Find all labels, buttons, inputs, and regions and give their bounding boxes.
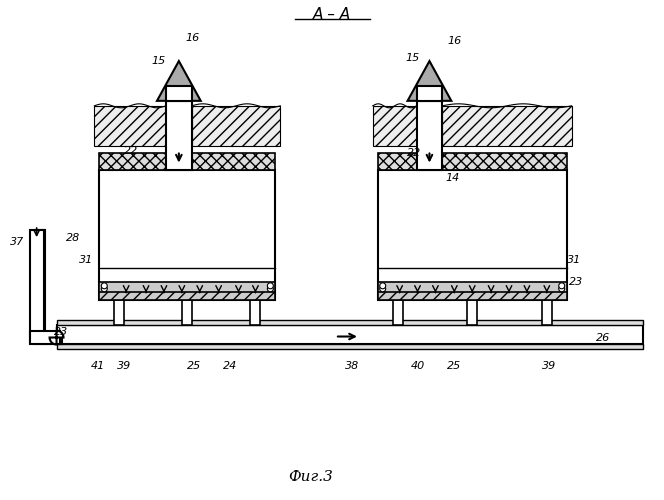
Bar	[442, 106, 572, 146]
Circle shape	[558, 286, 564, 292]
Bar	[392, 300, 402, 324]
Polygon shape	[157, 61, 201, 101]
Bar	[378, 152, 566, 170]
Text: 15: 15	[152, 56, 166, 66]
Bar	[100, 152, 276, 170]
Circle shape	[102, 286, 108, 292]
Text: 16: 16	[447, 36, 461, 46]
Bar	[56, 324, 643, 344]
Text: 23: 23	[54, 326, 68, 336]
Circle shape	[380, 283, 386, 289]
Bar	[416, 101, 442, 170]
Circle shape	[558, 283, 564, 289]
Text: 38: 38	[345, 362, 359, 372]
Text: 39: 39	[542, 362, 556, 372]
Text: 37: 37	[10, 237, 24, 247]
Text: 23: 23	[568, 277, 583, 287]
Bar	[30, 230, 44, 342]
Bar	[114, 300, 124, 324]
Text: 24: 24	[224, 362, 238, 372]
Circle shape	[268, 286, 274, 292]
Wedge shape	[50, 330, 64, 344]
Bar	[373, 106, 416, 146]
Bar	[378, 292, 566, 300]
Text: 26: 26	[596, 332, 611, 342]
Text: 22: 22	[408, 148, 422, 158]
Text: 40: 40	[410, 362, 425, 372]
Circle shape	[102, 283, 108, 289]
Text: Фиг.3: Фиг.3	[288, 470, 333, 484]
Bar	[542, 300, 552, 324]
Bar	[35, 230, 44, 342]
Circle shape	[268, 283, 274, 289]
Text: 22: 22	[124, 146, 138, 156]
Bar	[416, 86, 442, 101]
Bar	[94, 106, 166, 146]
Bar	[378, 170, 566, 300]
Bar	[35, 334, 62, 344]
Text: 16: 16	[186, 33, 200, 43]
Bar	[250, 300, 260, 324]
Bar	[100, 282, 276, 293]
Text: 39: 39	[117, 362, 131, 372]
Text: 28: 28	[66, 233, 80, 243]
Bar	[192, 106, 280, 146]
Circle shape	[380, 286, 386, 292]
Bar	[378, 282, 566, 293]
Text: 31: 31	[79, 255, 94, 265]
Text: 25: 25	[447, 362, 461, 372]
Bar	[100, 170, 276, 300]
Bar	[467, 300, 477, 324]
Bar	[56, 320, 643, 324]
Bar	[30, 330, 60, 344]
Bar	[100, 292, 276, 300]
Text: 31: 31	[566, 255, 581, 265]
Bar	[182, 300, 192, 324]
Text: 14: 14	[445, 174, 459, 184]
Bar	[166, 86, 192, 101]
Bar	[56, 344, 643, 350]
Text: 25: 25	[187, 362, 201, 372]
Text: А – А: А – А	[313, 7, 351, 22]
Polygon shape	[408, 61, 452, 101]
Text: 41: 41	[91, 362, 106, 372]
Bar	[166, 101, 192, 170]
Text: 15: 15	[406, 53, 420, 63]
